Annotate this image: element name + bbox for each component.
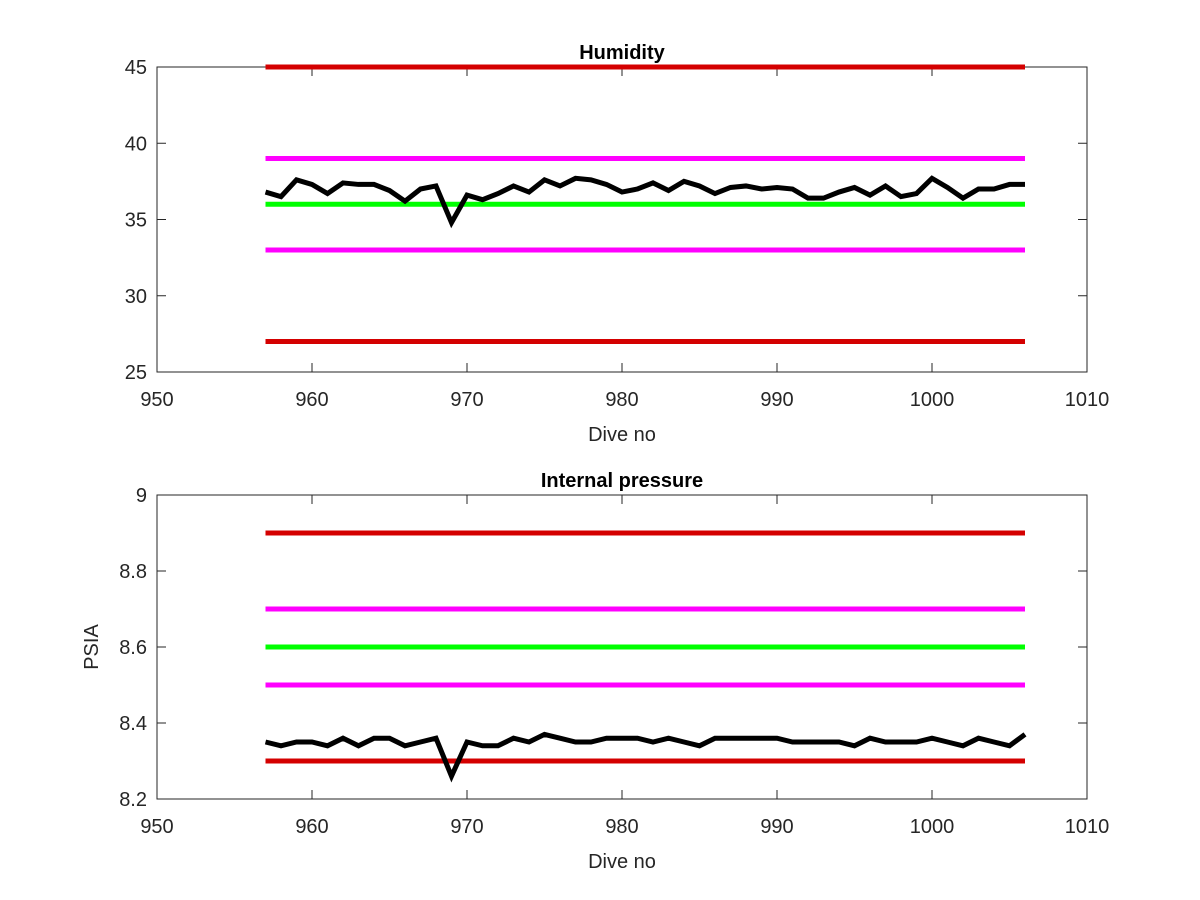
y-tick-label: 8.6 — [119, 637, 147, 659]
y-tick-label: 9 — [136, 485, 147, 507]
x-tick-label: 950 — [140, 389, 173, 411]
plot-area — [156, 66, 1088, 373]
x-tick-label: 960 — [295, 816, 328, 838]
y-tick-label: 8.2 — [119, 789, 147, 811]
x-axis-label: Dive no — [588, 424, 656, 446]
x-tick-label: 990 — [760, 389, 793, 411]
chart-title: Humidity — [579, 42, 665, 64]
y-axis-label: PSIA — [81, 624, 103, 670]
y-tick-label: 45 — [125, 57, 147, 79]
humidity-panel: 950 960 970 980 990 1000 1010 25 30 35 40 45 Humidit… — [125, 42, 1110, 446]
x-tick-label: 970 — [450, 389, 483, 411]
data-series-line — [264, 731, 1027, 783]
x-tick-label: 980 — [605, 816, 638, 838]
data-series-line — [264, 175, 1025, 229]
x-tick-label: 950 — [140, 816, 173, 838]
y-tick-label: 30 — [125, 286, 147, 308]
x-tick-label: 970 — [450, 816, 483, 838]
x-tick-label: 1000 — [910, 389, 955, 411]
y-tick-label: 40 — [125, 133, 147, 155]
y-tick-label: 35 — [125, 210, 147, 232]
x-tick-label: 1010 — [1065, 389, 1110, 411]
x-tick-label: 980 — [605, 389, 638, 411]
x-tick-label: 1000 — [910, 816, 955, 838]
y-tick-label: 25 — [125, 362, 147, 384]
x-tick-label: 960 — [295, 389, 328, 411]
x-tick-label: 1010 — [1065, 816, 1110, 838]
x-tick-label: 990 — [760, 816, 793, 838]
x-axis-label: Dive no — [588, 851, 656, 873]
y-tick-label: 8.4 — [119, 713, 147, 735]
internal-pressure-panel: 950 960 970 980 990 1000 1010 8.2 8.4 8.6 8.8 9 Inte… — [81, 470, 1109, 873]
chart-title: Internal pressure — [541, 470, 703, 492]
y-tick-label: 8.8 — [119, 561, 147, 583]
